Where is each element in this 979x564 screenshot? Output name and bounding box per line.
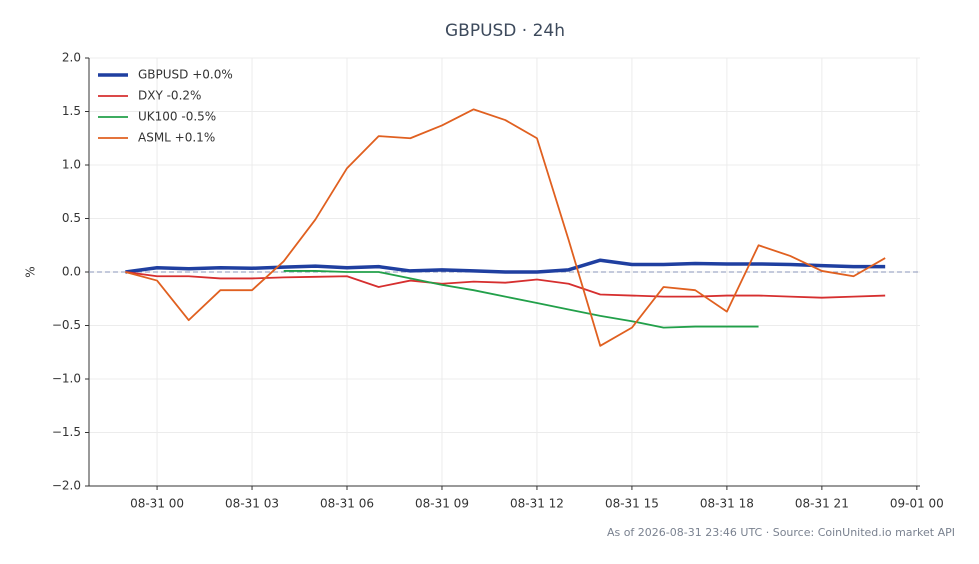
- x-tick-label: 09-01 00: [890, 497, 944, 511]
- y-tick-label: 0.5: [62, 211, 81, 225]
- y-tick-label: 2.0: [62, 51, 81, 65]
- series-line: [125, 271, 886, 299]
- y-tick-label: −2.0: [52, 479, 81, 493]
- x-tick-label: 08-31 12: [510, 497, 564, 511]
- y-axis-label: %: [24, 266, 38, 277]
- y-tick-label: 1.0: [62, 158, 81, 172]
- y-tick-label: −1.0: [52, 372, 81, 386]
- x-tick-label: 08-31 15: [605, 497, 659, 511]
- x-tick-label: 08-31 06: [320, 497, 374, 511]
- y-tick-label: −0.5: [52, 318, 81, 332]
- series-line: [125, 108, 886, 347]
- legend-label: UK100 -0.5%: [138, 110, 216, 124]
- chart-title: GBPUSD · 24h: [445, 21, 565, 41]
- legend-label: ASML +0.1%: [138, 131, 215, 145]
- series-line: [283, 270, 759, 329]
- y-tick-label: 1.5: [62, 104, 81, 118]
- legend-label: DXY -0.2%: [138, 89, 201, 103]
- y-tick-label: −1.5: [52, 425, 81, 439]
- x-tick-label: 08-31 18: [700, 497, 754, 511]
- footer: As of 2026-08-31 23:46 UTC · Source: Coi…: [607, 526, 955, 539]
- x-tick-label: 08-31 03: [225, 497, 279, 511]
- x-tick-label: 08-31 09: [415, 497, 469, 511]
- x-tick-label: 08-31 21: [795, 497, 849, 511]
- y-tick-label: 0.0: [62, 265, 81, 279]
- series-line: [125, 258, 886, 274]
- legend-label: GBPUSD +0.0%: [138, 68, 233, 82]
- x-tick-label: 08-31 00: [130, 497, 184, 511]
